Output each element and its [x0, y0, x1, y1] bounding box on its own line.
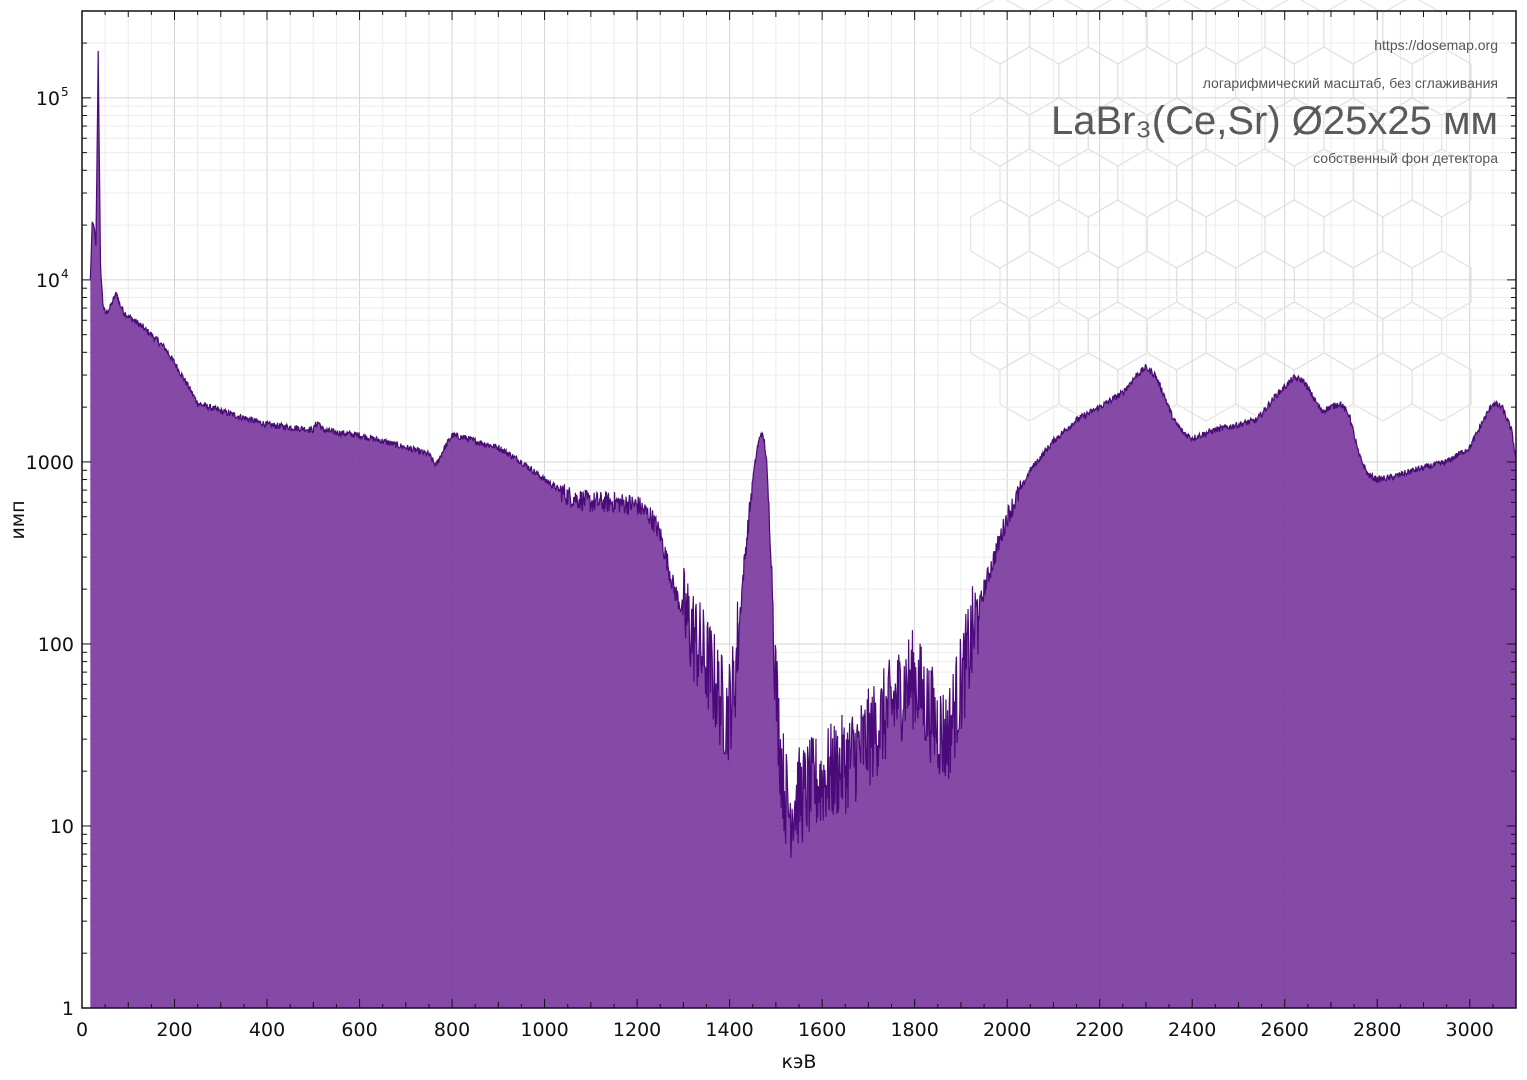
x-tick-label: 1200	[613, 1019, 661, 1041]
spectrum-line	[89, 50, 1517, 859]
hexagon-cell	[1323, 199, 1384, 269]
hexagon-cell	[970, 301, 1030, 371]
hexagon-cell	[1176, 250, 1237, 320]
hexagon-cell	[1352, 250, 1413, 320]
x-tick-label: 2000	[983, 1019, 1031, 1041]
hexagon-cell	[970, 0, 1030, 65]
x-tick-label: 400	[249, 1019, 285, 1041]
hexagon-cell	[1087, 301, 1148, 371]
hexagon-cell	[1382, 199, 1443, 269]
x-tick-label: 2600	[1261, 1019, 1309, 1041]
x-tick-label: 1600	[798, 1019, 846, 1041]
x-tick-label: 0	[76, 1019, 88, 1041]
hexagon-cell	[970, 97, 1030, 167]
y-tick-label: 1	[62, 998, 74, 1020]
hexagon-cell	[1235, 250, 1295, 320]
hexagon-cell	[1176, 148, 1237, 218]
x-tick-label: 2400	[1168, 1019, 1216, 1041]
x-tick-label: 2200	[1075, 1019, 1123, 1041]
x-axis-label: кэВ	[782, 1051, 817, 1073]
x-tick-label: 1800	[890, 1019, 938, 1041]
hexagon-pattern-background	[970, 0, 1472, 422]
x-tick-label: 1400	[705, 1019, 753, 1041]
hexagon-cell	[1117, 148, 1178, 218]
hexagon-cell	[1176, 352, 1237, 422]
hexagon-cell	[1028, 199, 1089, 269]
hexagon-cell	[1028, 0, 1089, 65]
hexagon-cell	[1146, 199, 1207, 269]
y-tick-label: 10	[36, 270, 60, 292]
hexagon-cell	[1293, 250, 1354, 320]
x-tick-label: 600	[341, 1019, 377, 1041]
x-tick-label: 3000	[1446, 1019, 1494, 1041]
hexagon-cell	[1087, 199, 1148, 269]
chart-subtitle: собственный фон детектора	[1313, 150, 1498, 166]
axis-ticks	[81, 10, 1517, 1009]
hexagon-cell	[1146, 0, 1207, 65]
hexagon-cell	[999, 250, 1060, 320]
hexagon-cell	[999, 352, 1060, 422]
hexagon-cell	[1264, 199, 1325, 269]
hexagon-cell	[1117, 250, 1178, 320]
hexagon-cell	[1411, 250, 1472, 320]
hexagon-cell	[1323, 0, 1384, 65]
x-tick-labels: 0 200 400 600 800 1000 1200 1400 1600 1800 2000 220…	[76, 1019, 1494, 1041]
y-tick-label: 10	[50, 816, 74, 838]
chart-title: LaBr₃(Ce,Sr) Ø25x25 мм	[1051, 99, 1498, 143]
hexagon-cell	[1146, 301, 1207, 371]
y-tick-label: 1000	[26, 452, 74, 474]
x-tick-label: 200	[156, 1019, 192, 1041]
hexagon-cell	[1058, 250, 1119, 320]
hexagon-cell	[1087, 0, 1148, 65]
hexagon-cell	[1411, 352, 1472, 422]
hexagon-cell	[1235, 148, 1295, 218]
x-tick-label: 1000	[520, 1019, 568, 1041]
hexagon-cell	[1323, 301, 1384, 371]
x-tick-label: 800	[434, 1019, 470, 1041]
y-tick-exponent: 5	[61, 85, 69, 99]
x-tick-label: 2800	[1353, 1019, 1401, 1041]
y-tick-label: 10	[36, 88, 60, 110]
y-tick-exponent: 4	[61, 267, 69, 281]
hexagon-cell	[1028, 301, 1089, 371]
source-url: https://dosemap.org	[1374, 37, 1498, 53]
hexagon-cell	[1264, 0, 1325, 65]
hexagon-cell	[1352, 352, 1413, 422]
y-axis-label: имп	[7, 500, 29, 539]
y-tick-label: 100	[38, 634, 74, 656]
hexagon-cell	[1382, 301, 1443, 371]
spectrum-area	[90, 50, 1517, 1009]
hexagon-cell	[970, 199, 1030, 269]
hexagon-cell	[1264, 301, 1325, 371]
hexagon-cell	[1382, 0, 1443, 65]
hexagon-cell	[1058, 148, 1119, 218]
scale-note: логарифмический масштаб, без сглаживания	[1203, 75, 1498, 91]
hexagon-cell	[999, 148, 1060, 218]
